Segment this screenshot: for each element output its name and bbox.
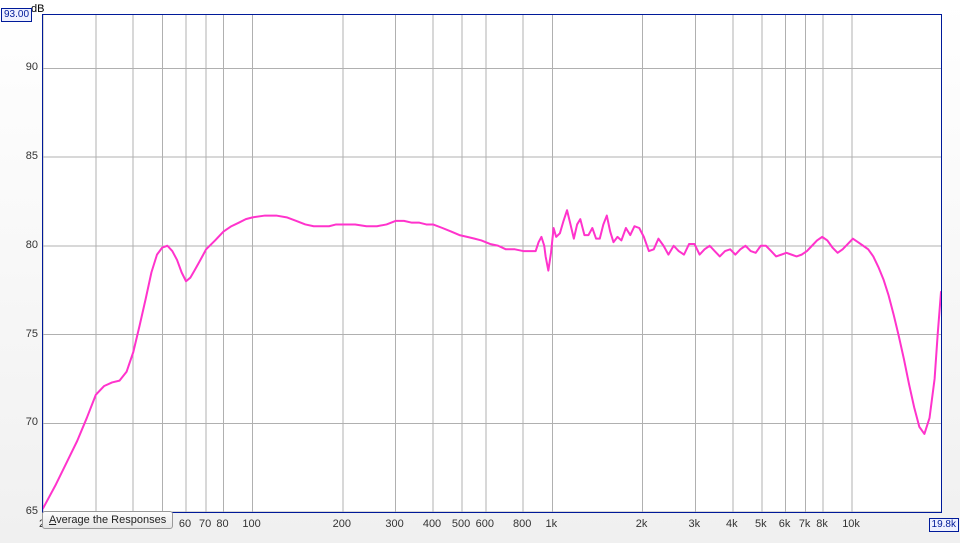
x-tick-label: 60 <box>179 518 191 530</box>
chart-svg <box>43 15 941 512</box>
x-readout-box: 19.8k <box>929 518 959 532</box>
button-label-rest: verage the Responses <box>56 514 166 526</box>
y-tick-label: 90 <box>8 61 38 73</box>
y-tick-label: 85 <box>8 150 38 162</box>
x-tick-label: 5k <box>755 518 767 530</box>
plot-area <box>42 14 942 513</box>
x-tick-label: 10k <box>842 518 860 530</box>
x-tick-label: 2k <box>636 518 648 530</box>
x-tick-label: 300 <box>385 518 403 530</box>
x-tick-label: 7k <box>799 518 811 530</box>
y-tick-label: 70 <box>8 416 38 428</box>
x-tick-label: 80 <box>216 518 228 530</box>
y-tick-label: 80 <box>8 239 38 251</box>
average-responses-button[interactable]: Average the Responses <box>42 511 173 529</box>
x-tick-label: 1k <box>545 518 557 530</box>
y-tick-label: 75 <box>8 328 38 340</box>
x-tick-label: 600 <box>476 518 494 530</box>
x-tick-label: 8k <box>816 518 828 530</box>
x-tick-label: 70 <box>199 518 211 530</box>
x-tick-label: 3k <box>689 518 701 530</box>
x-tick-label: 200 <box>333 518 351 530</box>
x-tick-label: 100 <box>242 518 260 530</box>
y-readout-box: 93.00 <box>1 8 32 22</box>
x-tick-label: 500 <box>452 518 470 530</box>
x-tick-label: 800 <box>513 518 531 530</box>
x-tick-label: 400 <box>423 518 441 530</box>
x-tick-label: 4k <box>726 518 738 530</box>
x-tick-label: 6k <box>779 518 791 530</box>
y-tick-label: 65 <box>8 505 38 517</box>
